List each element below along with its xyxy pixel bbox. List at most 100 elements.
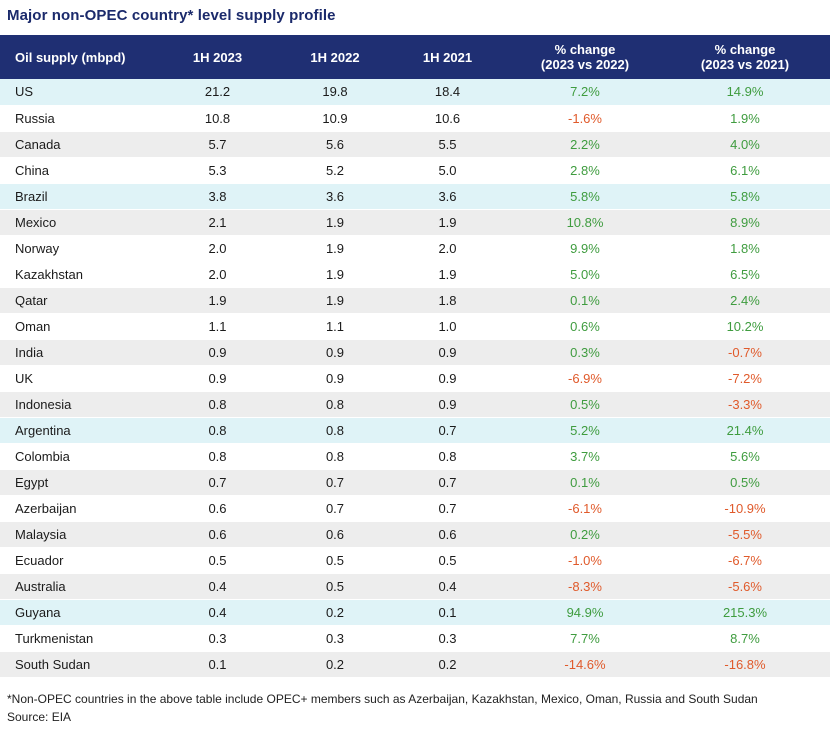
cell-change-vs-2021: -6.7% [660,547,830,574]
table-row: Colombia 0.8 0.8 0.8 3.7% 5.6% [0,443,830,470]
cell-country: Qatar [0,287,150,314]
cell-change-vs-2022: -6.1% [510,495,660,522]
cell-change-vs-2021: 4.0% [660,131,830,158]
cell-1h-2022: 1.1 [285,313,385,340]
cell-country: Guyana [0,599,150,626]
table-row: Malaysia 0.6 0.6 0.6 0.2% -5.5% [0,521,830,548]
cell-change-vs-2022: 0.5% [510,391,660,418]
cell-1h-2023: 1.1 [150,313,285,340]
cell-1h-2023: 5.3 [150,157,285,184]
cell-1h-2021: 0.7 [385,417,510,444]
cell-1h-2021: 0.4 [385,573,510,600]
cell-1h-2022: 5.2 [285,157,385,184]
table-row: China 5.3 5.2 5.0 2.8% 6.1% [0,157,830,184]
cell-1h-2021: 0.1 [385,599,510,626]
cell-1h-2022: 0.2 [285,651,385,678]
cell-country: Argentina [0,417,150,444]
header-1h-2022: 1H 2022 [310,49,360,65]
table-header-row: Oil supply (mbpd) 1H 2023 1H 2022 1H 202… [0,35,830,79]
table-row: Norway 2.0 1.9 2.0 9.9% 1.8% [0,235,830,262]
header-oil-supply: Oil supply (mbpd) [15,49,126,65]
cell-1h-2022: 5.6 [285,131,385,158]
table-row: Argentina 0.8 0.8 0.7 5.2% 21.4% [0,417,830,444]
table-row: Turkmenistan 0.3 0.3 0.3 7.7% 8.7% [0,625,830,652]
cell-country: US [0,79,150,106]
cell-1h-2023: 2.0 [150,261,285,288]
cell-change-vs-2021: 21.4% [660,417,830,444]
cell-change-vs-2022: 5.8% [510,183,660,210]
cell-change-vs-2021: -16.8% [660,651,830,678]
cell-1h-2023: 0.7 [150,469,285,496]
table-body: US 21.2 19.8 18.4 7.2% 14.9% Russia 10.8 10.9 10.… [0,79,830,678]
cell-change-vs-2022: -6.9% [510,365,660,392]
table-row: Kazakhstan 2.0 1.9 1.9 5.0% 6.5% [0,261,830,288]
cell-1h-2021: 5.5 [385,131,510,158]
cell-change-vs-2022: 2.8% [510,157,660,184]
cell-1h-2021: 0.9 [385,339,510,366]
cell-country: India [0,339,150,366]
cell-1h-2021: 0.7 [385,495,510,522]
cell-change-vs-2021: 6.1% [660,157,830,184]
cell-1h-2022: 10.9 [285,105,385,132]
cell-1h-2022: 1.9 [285,209,385,236]
cell-change-vs-2021: 0.5% [660,469,830,496]
table-row: Azerbaijan 0.6 0.7 0.7 -6.1% -10.9% [0,495,830,522]
header-change-2023-vs-2021: % change (2023 vs 2021) [700,42,790,72]
cell-country: Malaysia [0,521,150,548]
cell-country: Brazil [0,183,150,210]
cell-country: Australia [0,573,150,600]
cell-change-vs-2022: 5.0% [510,261,660,288]
table-title: Major non-OPEC country* level supply pro… [7,7,336,24]
cell-change-vs-2022: -14.6% [510,651,660,678]
cell-1h-2021: 1.8 [385,287,510,314]
cell-1h-2023: 0.4 [150,599,285,626]
table-row: Brazil 3.8 3.6 3.6 5.8% 5.8% [0,183,830,210]
cell-change-vs-2021: 10.2% [660,313,830,340]
cell-country: Ecuador [0,547,150,574]
table-row: India 0.9 0.9 0.9 0.3% -0.7% [0,339,830,366]
cell-1h-2023: 2.0 [150,235,285,262]
cell-country: Turkmenistan [0,625,150,652]
cell-1h-2023: 0.5 [150,547,285,574]
cell-country: Canada [0,131,150,158]
cell-1h-2021: 1.9 [385,261,510,288]
cell-1h-2022: 0.3 [285,625,385,652]
cell-1h-2021: 3.6 [385,183,510,210]
cell-1h-2021: 0.7 [385,469,510,496]
cell-change-vs-2021: 8.7% [660,625,830,652]
header-1h-2023: 1H 2023 [192,49,243,65]
cell-1h-2021: 18.4 [385,79,510,106]
cell-1h-2023: 1.9 [150,287,285,314]
cell-1h-2022: 1.9 [285,261,385,288]
table-row: Oman 1.1 1.1 1.0 0.6% 10.2% [0,313,830,340]
cell-1h-2021: 1.0 [385,313,510,340]
footnote-block: *Non-OPEC countries in the above table i… [7,690,758,726]
cell-change-vs-2021: 8.9% [660,209,830,236]
cell-1h-2022: 0.7 [285,469,385,496]
cell-1h-2023: 0.8 [150,391,285,418]
table-row: Qatar 1.9 1.9 1.8 0.1% 2.4% [0,287,830,314]
cell-change-vs-2021: -0.7% [660,339,830,366]
cell-1h-2022: 19.8 [285,79,385,106]
cell-1h-2023: 0.8 [150,417,285,444]
cell-1h-2023: 3.8 [150,183,285,210]
cell-change-vs-2021: 2.4% [660,287,830,314]
cell-change-vs-2021: -10.9% [660,495,830,522]
cell-change-vs-2021: 215.3% [660,599,830,626]
cell-change-vs-2022: 3.7% [510,443,660,470]
cell-country: Egypt [0,469,150,496]
cell-country: UK [0,365,150,392]
cell-change-vs-2022: 7.2% [510,79,660,106]
cell-change-vs-2021: -5.6% [660,573,830,600]
cell-1h-2021: 0.6 [385,521,510,548]
source-text: Source: EIA [7,710,72,724]
cell-1h-2022: 0.5 [285,573,385,600]
cell-1h-2022: 0.7 [285,495,385,522]
table-row: Russia 10.8 10.9 10.6 -1.6% 1.9% [0,105,830,132]
cell-country: Oman [0,313,150,340]
cell-change-vs-2022: -1.0% [510,547,660,574]
cell-change-vs-2021: -7.2% [660,365,830,392]
cell-1h-2023: 0.6 [150,495,285,522]
cell-country: Colombia [0,443,150,470]
cell-1h-2022: 0.5 [285,547,385,574]
